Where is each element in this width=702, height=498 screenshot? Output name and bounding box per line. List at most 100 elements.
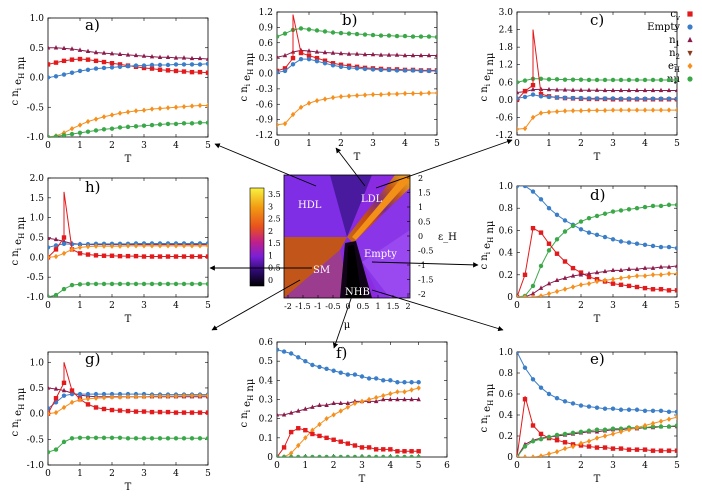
subplot-panels: 0 1 2 3 4 5-1.0-0.50.00.51.0Tc ni eH nμa)0 1 2 3…: [10, 8, 680, 493]
panel-b: 0 1 2 3 4 5 -1.2 -0.9 -0.6 -0.3 0.0 0.3 0.6 0.9 1.2 Tc …: [239, 8, 440, 163]
phase-diagram-xtick-label: 1.5: [387, 302, 400, 311]
panel-b-point-eH: [434, 90, 437, 96]
panel-c-point-eH: [674, 107, 677, 113]
phase-diagram-xtick-label: 1: [375, 302, 380, 311]
panel-b-xtick-label: 0: [274, 139, 280, 149]
panel-d-point-empty: [530, 189, 536, 194]
panel-h-point-cv: [141, 254, 147, 259]
panel-b-point-eH: [290, 111, 296, 118]
panel-h-xtick-label: 3: [141, 301, 147, 311]
panel-b-point-eH: [402, 90, 408, 97]
ylabel-part: nμ: [16, 56, 27, 73]
panel-c-point-eH: [570, 107, 576, 114]
panel-d-point-cv: [538, 230, 544, 235]
panel-e-point-empty: [674, 409, 677, 415]
panel-e-point-empty: [666, 409, 672, 415]
panel-b-series-cv-line: [277, 14, 437, 72]
panel-d-point-empty: [634, 241, 640, 246]
panel-a-point-nmu: [77, 130, 83, 136]
panel-a-data: [48, 45, 208, 137]
panel-f-point-cv: [416, 449, 421, 454]
panel-a-point-eH: [93, 116, 99, 122]
panel-d-point-cv: [650, 287, 656, 292]
panel-d-point-eH: [562, 286, 568, 292]
panel-a-point-n1: [69, 46, 75, 51]
panel-d-point-cv: [570, 265, 576, 271]
region-hdl-wedge: [330, 175, 372, 237]
panel-b-ytick-label: 0.6: [259, 39, 274, 49]
panel-d-point-cv: [658, 287, 664, 292]
panel-f-xtick-label: 4: [387, 461, 393, 471]
panel-e-point-empty: [642, 408, 648, 413]
ylabel-part: n: [10, 90, 21, 100]
panel-c-point-n1: [578, 87, 584, 92]
panel-d-point-nmu: [586, 215, 592, 221]
panel-a-point-empty: [77, 68, 83, 74]
panel-g-point-cv: [189, 410, 195, 415]
panel-a-point-nmu: [48, 134, 51, 137]
panel-d-point-eH: [674, 270, 677, 277]
panel-f-xtick-label: 0: [274, 461, 280, 471]
panel-g-point-n1: [48, 385, 51, 390]
panel-e-point-nmu: [562, 431, 568, 437]
panel-d-point-empty: [674, 245, 677, 251]
region-sm: [284, 237, 347, 298]
panel-g-point-eH: [101, 395, 107, 401]
panel-f-point-empty: [303, 358, 308, 364]
panel-g-point-nmu: [181, 436, 187, 441]
panel-b-point-nmu: [298, 26, 304, 31]
panel-a-point-eH: [157, 105, 163, 112]
panel-d-point-eH: [618, 275, 624, 281]
panel-f-point-n1: [281, 412, 287, 417]
panel-b-ytick-label: -0.9: [256, 116, 274, 126]
panel-f-point-eH: [331, 412, 336, 418]
panel-e-point-cv: [610, 446, 616, 451]
panel-f-series-empty-line: [277, 349, 419, 383]
panel-h-series-cv-line: [48, 191, 208, 258]
ylabel-part: i: [244, 83, 252, 86]
panel-f-point-n1: [331, 400, 336, 406]
panel-c-point-empty: [554, 95, 560, 100]
arrow-to-f: [333, 289, 355, 349]
panel-f-ytick-label: 0: [267, 453, 273, 463]
panel-g-ytick-label: -1.0: [27, 461, 45, 471]
phase-diagram-ytick-label: -2: [418, 290, 426, 299]
panel-a-point-eH: [117, 110, 123, 116]
panel-b-point-nmu: [282, 31, 288, 36]
panel-f-point-n1: [345, 400, 351, 406]
panel-g-frame: [47, 351, 209, 466]
panel-c-point-empty: [634, 96, 640, 101]
panel-b-point-n1: [434, 52, 437, 58]
panel-h-point-nmu: [69, 282, 75, 288]
panel-h-ytick-label: 0.0: [30, 253, 45, 263]
panel-a-point-eH: [181, 103, 187, 110]
panel-a-xlabel: T: [125, 154, 132, 165]
panel-c-point-nmu: [554, 77, 560, 82]
panel-e-point-empty: [538, 385, 544, 390]
panel-c-point-eH: [666, 107, 672, 113]
panel-a-point-eH: [197, 102, 203, 109]
panel-c-frame: [516, 11, 678, 136]
ylabel-part: nμ: [16, 216, 27, 233]
panel-e-point-cv: [642, 447, 648, 452]
panel-e-ytick-label: 0.2: [499, 432, 513, 442]
panel-c-point-nmu: [517, 80, 520, 85]
panel-b-point-n1: [370, 51, 376, 57]
arrow-to-a: [214, 143, 317, 187]
panel-e-point-empty: [650, 408, 656, 413]
ylabel-part: i: [15, 87, 23, 90]
panel-a-point-eH: [149, 106, 155, 112]
panel-e-frame: [516, 351, 678, 458]
panel-d-point-nmu: [634, 206, 640, 211]
panel-d-point-nmu: [578, 219, 584, 224]
panel-a-point-cv: [173, 68, 179, 74]
panel-b-point-n1: [322, 49, 328, 55]
panel-d-point-n1: [562, 275, 568, 280]
colorbar-tick-label: 0: [268, 276, 273, 285]
panel-c-xtick-label: 3: [610, 139, 616, 149]
panel-a-ytick-label: 0.0: [30, 74, 45, 84]
panel-e-point-nmu: [538, 436, 544, 442]
panel-a-point-empty: [181, 62, 187, 67]
ylabel-part: e: [482, 243, 493, 252]
panel-b-point-cv: [290, 55, 296, 61]
